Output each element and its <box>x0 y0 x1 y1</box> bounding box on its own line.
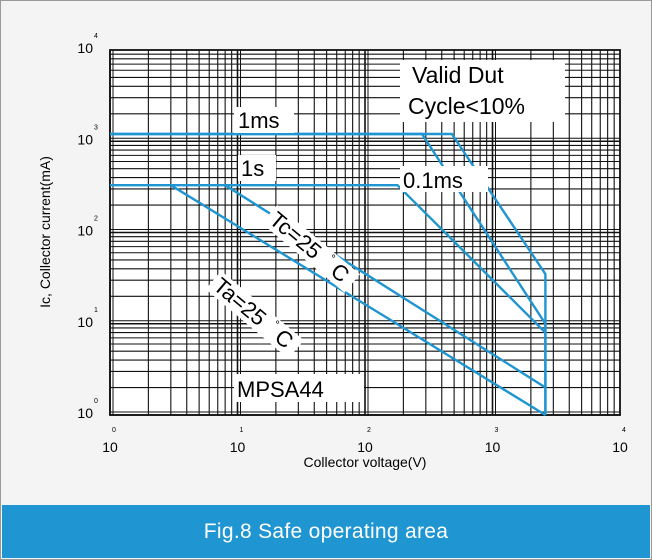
x-axis-title: Collector voltage(V) <box>304 454 427 470</box>
x-tick-label: 10 <box>612 439 628 455</box>
annotation-box-s1 <box>238 155 276 181</box>
x-tick-label: 10 <box>485 439 501 455</box>
figure-caption: Fig.8 Safe operating area <box>2 505 650 558</box>
annotation-box-ms01 <box>400 166 488 192</box>
y-tick-label: 10 <box>77 223 93 239</box>
annotation-ms1: 1ms <box>238 108 280 133</box>
x-tick-exponent: 0 <box>112 427 116 434</box>
x-tick-label: 10 <box>357 439 373 455</box>
y-tick-label: 10 <box>77 405 93 421</box>
series-line-2 <box>110 183 547 334</box>
y-tick-label: 10 <box>77 314 93 330</box>
y-tick-label: 10 <box>77 40 93 56</box>
annotation-tc-degree: ° <box>326 252 337 264</box>
x-tick-exponent: 1 <box>240 427 244 434</box>
annotation-ms01: 0.1ms <box>403 168 463 193</box>
annotation-box-tc <box>261 204 360 293</box>
annotation-s1: 1s <box>241 156 264 181</box>
series-line-1 <box>110 132 547 415</box>
annotation-part: MPSA44 <box>237 377 324 402</box>
annotation-valid-line2: Cycle<10% <box>408 93 525 119</box>
y-tick-exponent: 1 <box>94 307 98 314</box>
series-line-4 <box>170 184 547 417</box>
y-tick-label: 10 <box>77 131 93 147</box>
annotation-box-part <box>234 374 364 402</box>
annotation-box-ms1 <box>234 107 294 133</box>
plot-border <box>109 49 621 416</box>
annotation-valid-line1: Valid Dut <box>412 62 504 88</box>
grid <box>109 49 621 416</box>
y-tick-exponent: 3 <box>94 124 98 131</box>
x-tick-label: 10 <box>230 439 246 455</box>
annotation-box-ta <box>205 270 304 359</box>
y-axis-title: Ic, Collector current(mA) <box>37 156 53 308</box>
annotation-ta-degree: ° <box>270 318 281 330</box>
y-tick-exponent: 0 <box>94 398 98 405</box>
x-tick-exponent: 3 <box>495 427 499 434</box>
x-tick-exponent: 2 <box>367 427 371 434</box>
y-tick-exponent: 4 <box>94 33 98 40</box>
annotation-box-valid <box>400 60 565 122</box>
x-tick-label: 10 <box>102 439 118 455</box>
y-tick-exponent: 2 <box>94 216 98 223</box>
x-tick-exponent: 4 <box>622 427 626 434</box>
